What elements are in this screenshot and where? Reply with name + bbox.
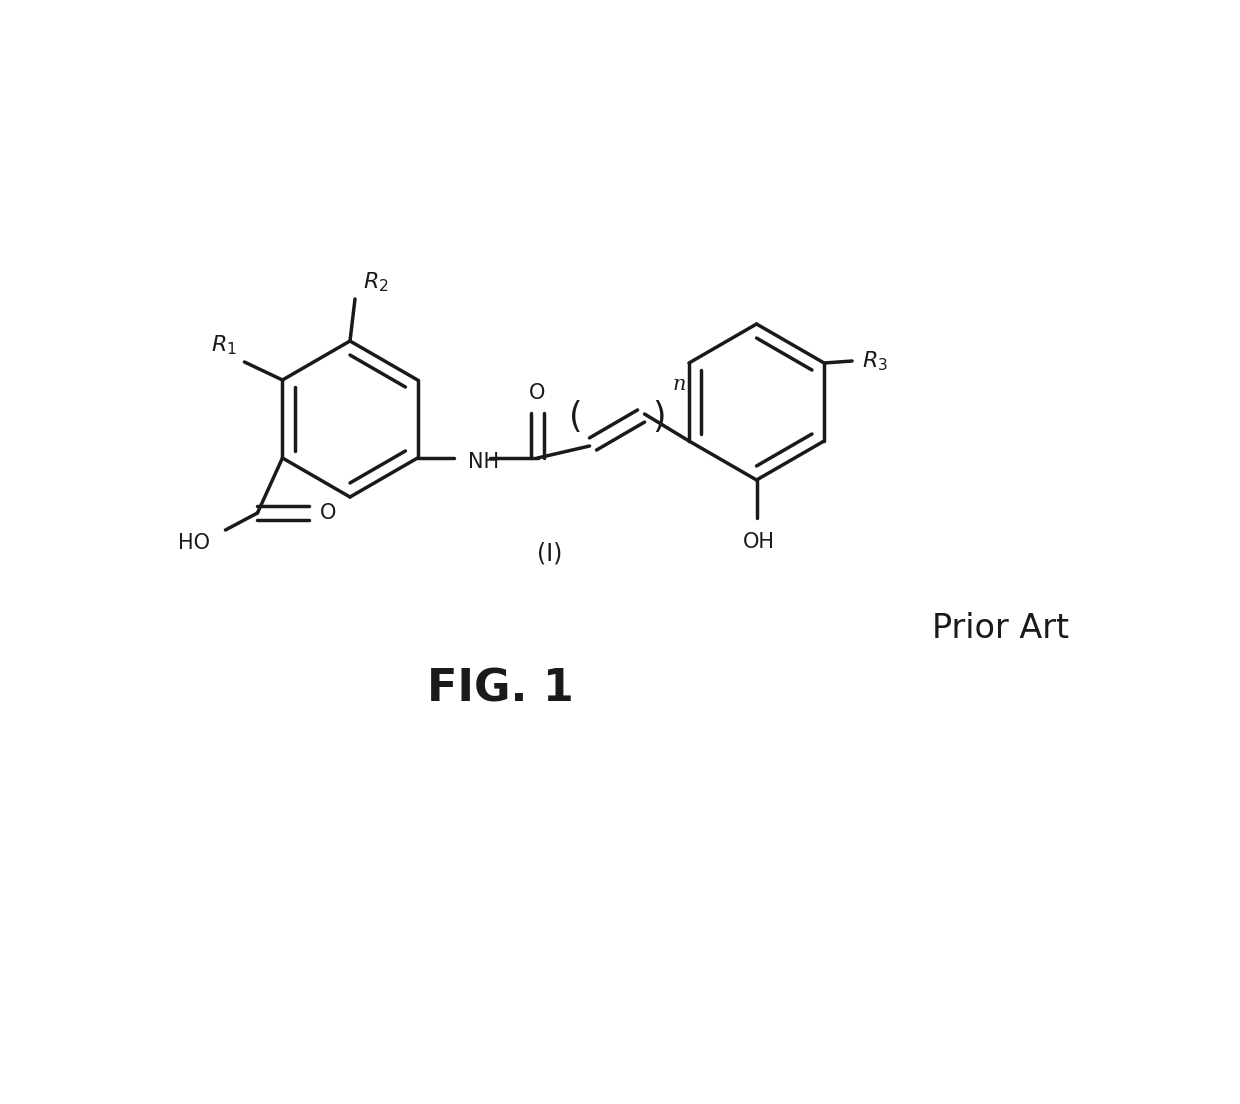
Text: n: n bbox=[673, 375, 686, 394]
Text: O: O bbox=[320, 503, 336, 523]
Text: OH: OH bbox=[743, 532, 775, 552]
Text: HO: HO bbox=[179, 533, 211, 553]
Text: O: O bbox=[529, 383, 546, 403]
Text: $R_3$: $R_3$ bbox=[862, 349, 888, 373]
Text: (: ( bbox=[569, 400, 583, 434]
Text: NH: NH bbox=[467, 452, 498, 473]
Text: $R_1$: $R_1$ bbox=[211, 333, 237, 357]
Text: Prior Art: Prior Art bbox=[931, 613, 1069, 646]
Text: $R_2$: $R_2$ bbox=[363, 270, 388, 294]
Text: (I): (I) bbox=[537, 542, 563, 566]
Text: ): ) bbox=[652, 400, 666, 434]
Text: FIG. 1: FIG. 1 bbox=[427, 668, 573, 711]
